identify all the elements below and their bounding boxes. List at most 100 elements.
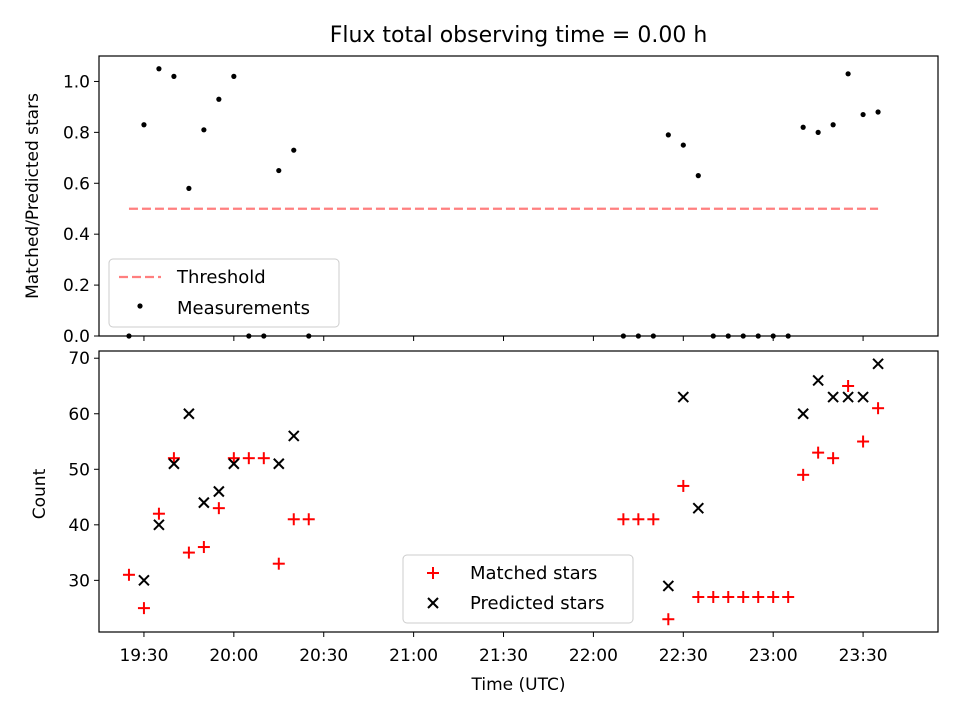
matched-star-point	[842, 379, 855, 392]
measurement-point	[800, 124, 806, 130]
legend-predicted-label: Predicted stars	[470, 593, 604, 614]
bottom-y-axis-label: Count	[30, 468, 50, 519]
predicted-star-point	[288, 430, 300, 442]
bottom-plot-frame	[98, 350, 939, 633]
matched-star-point	[752, 591, 765, 604]
matched-star-point	[737, 591, 750, 604]
legend-measurements-label: Measurements	[177, 298, 310, 319]
predicted-star-point	[662, 580, 675, 592]
matched-star-point	[302, 513, 315, 526]
measurement-point	[141, 122, 147, 128]
count-chart: Count Time (UTC) 30 40 50 60 70 19:30 20:00 20…	[30, 349, 939, 695]
bottom-legend-box	[402, 554, 634, 624]
count-points	[122, 358, 885, 626]
matched-star-point	[617, 513, 630, 526]
measurement-point	[860, 111, 866, 118]
measurement-point	[830, 122, 836, 128]
measurement-point	[186, 185, 192, 191]
predicted-star-point	[153, 519, 165, 531]
x-tick-label: 21:00	[389, 646, 438, 666]
bottom-legend: Matched stars Predicted stars	[402, 554, 634, 624]
predicted-star-point	[183, 408, 195, 420]
x-tick-label: 23:30	[839, 646, 888, 666]
matched-star-point	[662, 613, 675, 626]
measurement-point	[216, 96, 222, 102]
x-tick-label: 22:00	[569, 646, 618, 666]
matched-star-point	[182, 546, 195, 559]
predicted-star-point	[857, 391, 869, 403]
bottom-y-tick-label: 60	[68, 405, 90, 425]
matched-star-point	[857, 435, 870, 448]
legend-matched-swatch	[427, 567, 439, 579]
top-y-tick-label: 0.6	[63, 174, 90, 194]
matched-star-point	[722, 591, 735, 604]
matched-star-point	[677, 479, 690, 492]
matched-star-point	[872, 402, 885, 415]
measurement-point	[695, 173, 701, 179]
matched-star-point	[707, 591, 720, 604]
measurement-point	[875, 109, 881, 115]
matched-star-point	[197, 541, 210, 554]
measurement-point	[171, 73, 177, 79]
x-axis-label: Time (UTC)	[471, 675, 566, 695]
x-tick-label: 22:30	[659, 646, 708, 666]
predicted-star-point	[872, 358, 884, 370]
matched-star-point	[242, 452, 255, 465]
matched-star-point	[782, 591, 795, 604]
matched-star-point	[152, 507, 165, 520]
measurement-point	[231, 73, 237, 79]
x-tick-label: 20:00	[209, 646, 258, 666]
measurement-point	[276, 167, 282, 174]
predicted-star-point	[168, 458, 180, 470]
measurement-point	[156, 66, 162, 72]
ratio-chart: Flux total observing time = 0.00 h Match…	[23, 23, 939, 347]
predicted-star-point	[812, 374, 824, 387]
predicted-star-point	[677, 391, 690, 403]
measurement-point	[665, 132, 671, 138]
matched-star-point	[287, 513, 300, 526]
predicted-star-point	[692, 502, 704, 514]
matched-star-point	[812, 446, 825, 459]
matched-star-point	[767, 591, 780, 604]
predicted-star-point	[797, 408, 809, 420]
predicted-star-point	[842, 391, 854, 403]
top-y-tick-label: 0.4	[63, 225, 90, 245]
bottom-y-tick-label: 70	[68, 349, 90, 369]
bottom-y-tick-label: 40	[68, 516, 90, 536]
matched-star-point	[827, 452, 840, 465]
bottom-y-ticks: 30 40 50 60 70	[68, 349, 99, 591]
top-y-tick-label: 0.2	[63, 276, 90, 296]
measurement-point	[845, 71, 851, 77]
top-y-tick-label: 0.8	[63, 123, 90, 143]
predicted-star-point	[213, 485, 225, 498]
x-tick-label: 20:30	[299, 646, 348, 666]
matched-star-point	[227, 452, 240, 465]
top-y-tick-label: 1.0	[63, 72, 90, 92]
matched-star-point	[797, 468, 810, 481]
matched-star-point	[137, 602, 150, 615]
predicted-star-point	[827, 391, 839, 403]
matched-star-point	[122, 568, 135, 581]
top-legend: Threshold Measurements	[108, 258, 340, 328]
x-tick-label: 19:30	[119, 646, 168, 666]
bottom-x-ticks: 19:30 20:00 20:30 21:00 21:30 22:00 22:30 23:00…	[119, 632, 888, 666]
legend-measurements-swatch	[137, 303, 143, 309]
predicted-star-point	[138, 574, 150, 587]
measurement-point	[680, 142, 686, 148]
predicted-star-point	[228, 458, 240, 470]
predicted-star-point	[273, 458, 285, 470]
matched-star-point	[167, 452, 180, 465]
top-plot-frame	[98, 55, 939, 337]
matched-star-point	[632, 513, 645, 526]
top-y-ticks: 0.0 0.2 0.4 0.6 0.8 1.0	[63, 72, 99, 347]
legend-threshold-label: Threshold	[176, 267, 266, 288]
matched-star-point	[647, 513, 660, 526]
measurement-point	[291, 147, 297, 153]
top-y-tick-label: 0.0	[63, 327, 90, 347]
top-legend-box	[108, 258, 340, 328]
legend-predicted-swatch	[427, 597, 439, 609]
matched-star-point	[212, 502, 225, 515]
matched-star-point	[257, 452, 270, 465]
chart-title: Flux total observing time = 0.00 h	[330, 23, 708, 48]
